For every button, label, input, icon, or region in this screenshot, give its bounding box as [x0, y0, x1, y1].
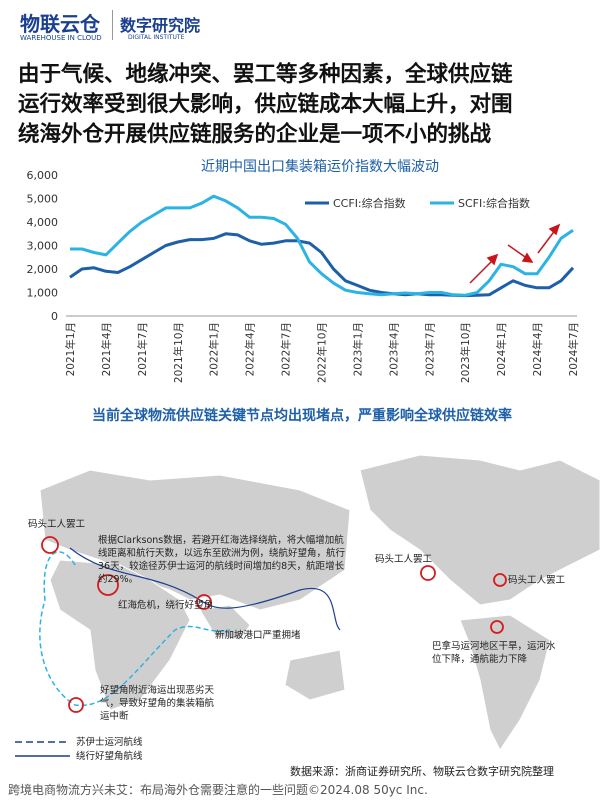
annotation: 红海危机，绕行好望角 — [118, 600, 214, 611]
hotspots — [41, 536, 507, 713]
legend-label: SCFI:综合指数 — [458, 196, 530, 210]
x-tick-label: 2024年1月 — [495, 322, 508, 376]
institute: 数字研究院 — [120, 16, 201, 35]
annotation: 巴拿马运河地区干旱，运河水位下降，通航能力下降 — [432, 641, 556, 665]
annotation: 好望角附近海运出现恶劣天气，导致好望角的集装箱航运中断 — [100, 685, 215, 722]
chart-title: 近期中国出口集装箱运价指数大幅波动 — [201, 158, 439, 175]
y-tick-label: 2,000 — [27, 263, 59, 276]
x-tick-label: 2024年4月 — [531, 322, 544, 376]
x-tick-label: 2022年1月 — [208, 322, 221, 376]
chart: 近期中国出口集装箱运价指数大幅波动 0 1,000 2,000 3,000 4,000 5… — [27, 158, 581, 383]
legend-lines — [15, 741, 70, 757]
series-line — [69, 232, 575, 298]
map-title: 当前全球物流供应链关键节点均出现堵点，严重影响全球供应链效率 — [92, 408, 512, 424]
x-tick-label: 2023年4月 — [387, 322, 400, 376]
legend-label: 绕行好望角航线 — [76, 751, 143, 762]
y-tick-label: 1,000 — [27, 287, 59, 300]
continents — [39, 454, 601, 751]
x-tick-label: 2022年4月 — [244, 322, 257, 376]
brand: 物联云仓 — [20, 12, 100, 36]
suez-route — [39, 551, 231, 707]
x-tick-label: 2021年7月 — [136, 322, 149, 376]
headline: 运行效率受到很大影响，供应链成本大幅上升，对围 — [18, 92, 513, 117]
x-tick-label: 2022年7月 — [280, 322, 293, 376]
x-tick-label: 2023年10月 — [459, 322, 472, 383]
trend-arrows — [469, 223, 561, 284]
x-tick-label: 2022年10月 — [316, 322, 329, 383]
brand-sub: WAREHOUSE IN CLOUD — [20, 34, 102, 42]
footer: 跨境电商物流方兴未艾：布局海外仓需要注意的一些问题©2024.08 50yc I… — [8, 783, 428, 797]
legend-label: 苏伊士运河航线 — [76, 737, 143, 748]
cape-route — [69, 547, 341, 631]
source: 数据来源：浙商证券研究所、物联云仓数字研究院整理 — [290, 765, 554, 778]
maps — [15, 454, 601, 757]
y-tick-label: 6,000 — [27, 169, 59, 182]
institute-sub: DIGITAL INSTITUTE — [128, 34, 185, 41]
divider — [112, 10, 113, 40]
x-tick-label: 2023年1月 — [351, 322, 364, 376]
x-tick-label: 2024年7月 — [567, 322, 580, 376]
y-tick-label: 4,000 — [27, 216, 59, 229]
legend-label: CCFI:综合指数 — [333, 196, 406, 210]
y-tick-label: 3,000 — [27, 240, 59, 253]
series-line — [70, 194, 574, 297]
annotation: 码头工人罢工 — [28, 519, 86, 530]
annotation: 新加坡港口严重拥堵 — [215, 630, 301, 641]
y-tick-label: 0 — [51, 310, 58, 323]
x-tick-label: 2023年7月 — [423, 322, 436, 376]
x-tick-label: 2021年4月 — [100, 322, 113, 376]
annotation: 码头工人罢工 — [375, 554, 433, 565]
headline: 绕海外仓开展供应链服务的企业是一项不小的挑战 — [18, 122, 492, 147]
y-tick-label: 5,000 — [27, 193, 59, 206]
annotation: 根据Clarksons数据，若避开红海选择绕航，将大幅增加航线距离和航行天数，以… — [98, 535, 346, 585]
x-tick-label: 2021年10月 — [172, 322, 185, 383]
annotation: 码头工人罢工 — [508, 575, 566, 586]
headline: 由于气候、地缘冲突、罢工等多种因素，全球供应链 — [18, 62, 513, 87]
x-tick-label: 2021年1月 — [64, 322, 77, 376]
